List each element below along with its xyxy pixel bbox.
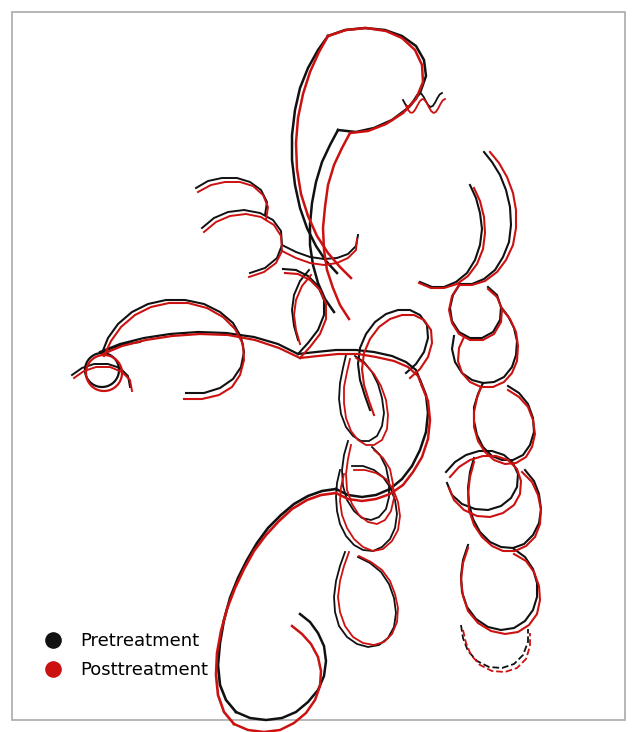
Legend: Pretreatment, Posttreatment: Pretreatment, Posttreatment: [28, 625, 216, 687]
